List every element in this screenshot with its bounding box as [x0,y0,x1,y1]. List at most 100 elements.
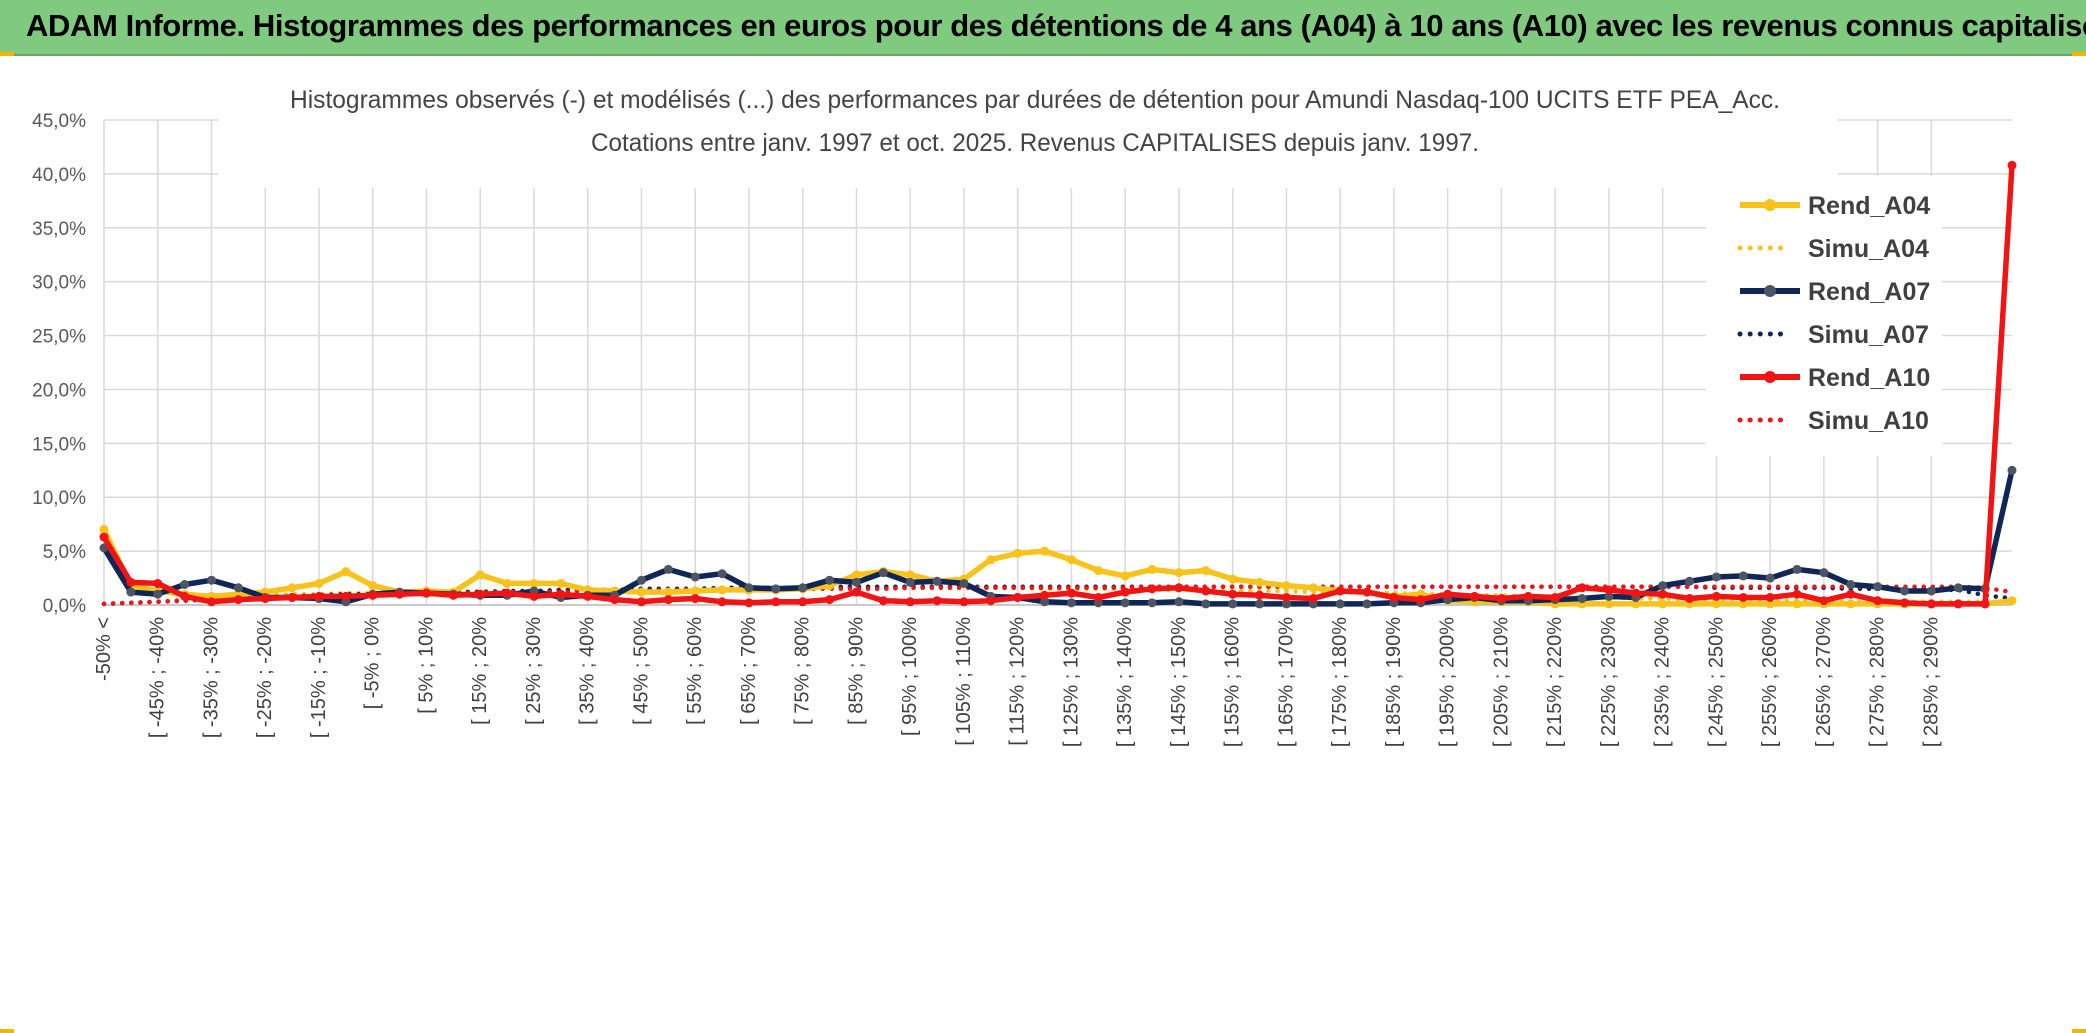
data-point [851,587,861,597]
data-point [1980,599,1990,609]
data-point [1281,592,1291,602]
corner-mark [0,52,14,56]
data-point [1147,564,1157,574]
data-point [851,570,861,580]
data-point [1147,598,1157,608]
data-point [126,577,136,587]
x-tick-label: [ 235% ; 240% [1652,617,1674,747]
data-point [314,578,324,588]
data-point [905,570,915,580]
data-point [502,578,512,588]
data-point [851,577,861,587]
legend-marker [1764,199,1776,211]
data-point [1792,589,1802,599]
data-point [1846,580,1856,590]
data-point [1255,577,1265,587]
data-point [180,591,190,601]
data-point [2007,596,2017,606]
data-point [1120,598,1130,608]
data-point [206,575,216,585]
data-point [744,598,754,608]
x-tick-label: [ -5% ; 0% [362,617,384,709]
data-point [1926,586,1936,596]
data-point [798,597,808,607]
data-point [287,592,297,602]
x-tick-label: [ 125% ; 130% [1060,617,1082,747]
data-point [717,569,727,579]
x-tick-label: [ 175% ; 180% [1329,617,1351,747]
data-point [717,597,727,607]
data-point [986,555,996,565]
data-point [663,564,673,574]
x-tick-label: [ 165% ; 170% [1275,617,1297,747]
x-tick-label: [ 215% ; 220% [1544,617,1566,747]
data-point [1738,599,1748,609]
y-tick-label: 40,0% [32,165,86,186]
report-title: ADAM Informe. Histogrammes des performan… [26,8,2086,43]
data-point [1362,587,1372,597]
data-point [636,587,646,597]
data-point [1228,574,1238,584]
data-point [1685,576,1695,586]
data-point [1604,599,1614,609]
data-point [636,597,646,607]
legend-label: Rend_A10 [1808,364,1930,392]
data-point [1792,564,1802,574]
data-point [1281,581,1291,591]
data-point [529,578,539,588]
data-point [1523,591,1533,601]
data-point [448,590,458,600]
legend-marker [1764,285,1776,297]
data-point [1873,596,1883,606]
x-tick-label: [ 245% ; 250% [1705,617,1727,747]
data-point [986,596,996,606]
x-tick-label: -50% < [93,617,115,681]
data-point [932,596,942,606]
data-point [1900,586,1910,596]
data-point [932,576,942,586]
x-tick-label: [ 65% ; 70% [738,617,760,725]
data-point [153,578,163,588]
data-point [1873,582,1883,592]
data-point [1201,599,1211,609]
data-point [744,583,754,593]
data-point [1335,599,1345,609]
legend: Rend_A04 Simu_A04 Rend_A07 Simu_A07 Rend_A10… [1706,176,1942,456]
data-point [717,585,727,595]
data-point [1040,546,1050,556]
data-point [1174,568,1184,578]
y-tick-label: 10,0% [32,488,86,509]
data-point [1631,599,1641,609]
data-point [1255,599,1265,609]
data-point [341,591,351,601]
data-point [341,567,351,577]
data-point [233,595,243,605]
legend-label: Simu_A07 [1808,321,1929,349]
data-point [1711,599,1721,609]
x-tick-label: [ -25% ; -20% [254,617,276,738]
data-point [475,589,485,599]
x-tick-label: [ -15% ; -10% [308,617,330,738]
data-point [368,590,378,600]
data-point [153,589,163,599]
x-tick-label: [ 95% ; 100% [899,617,921,736]
data-point [663,595,673,605]
data-point [1416,595,1426,605]
corner-mark [0,1029,14,1033]
data-point [1093,566,1103,576]
x-tick-label: [ 285% ; 290% [1920,617,1942,747]
x-tick-label: [ 25% ; 30% [523,617,545,725]
data-point [690,594,700,604]
y-axis: 0,0% 5,0% 10,0% 15,0% 20,0% 25,0% 30,0% 35,0% 40… [32,111,86,617]
x-tick-label: [ -35% ; -30% [200,617,222,738]
data-point [690,572,700,582]
x-tick-label: [ 105% ; 110% [953,617,975,746]
data-point [1953,599,1963,609]
x-tick-label: [ 45% ; 50% [630,617,652,725]
chart-subtitle: Cotations entre janv. 1997 et oct. 2025.… [591,129,1479,157]
y-tick-label: 35,0% [32,219,86,240]
data-point [1228,589,1238,599]
data-point [529,591,539,601]
data-point [1443,589,1453,599]
data-point [260,594,270,604]
